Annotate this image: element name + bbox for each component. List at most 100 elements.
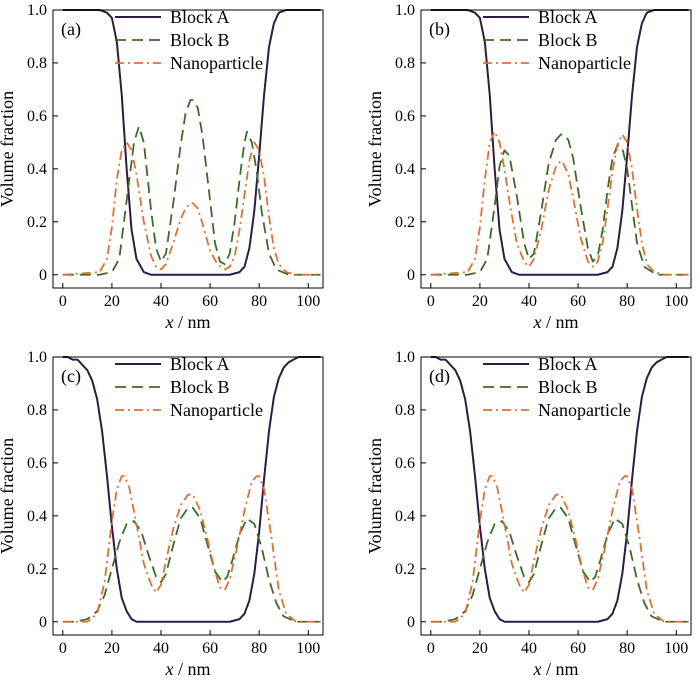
y-tick-label: 1.0 [27, 349, 47, 366]
y-tick-label: 0.8 [27, 55, 47, 72]
y-axis-label: Volume fraction [0, 91, 17, 207]
chart-panel-a: 0 20 40 60 80 100 0 0.2 0.4 0.6 0.8 1.0 x / nm Volume… [0, 2, 324, 332]
legend-label: Block B [170, 30, 230, 50]
x-tick-label: 80 [251, 293, 267, 310]
y-tick-label: 0.2 [27, 561, 47, 578]
x-axis-label: x / nm [532, 312, 578, 332]
plot-frame [420, 356, 692, 636]
y-tick-label: 0.6 [27, 108, 47, 125]
x-axis-label: x / nm [532, 659, 578, 679]
x-tick-label: 0 [59, 640, 67, 657]
series-line-block-a [430, 356, 689, 623]
x-axis-label: x / nm [164, 312, 210, 332]
x-tick-label: 40 [153, 293, 169, 310]
series-line-block-a [430, 9, 689, 276]
legend-label: Block A [170, 7, 230, 27]
x-tick-label: 40 [153, 640, 169, 657]
x-tick-label: 20 [472, 293, 488, 310]
legend-label: Nanoparticle [170, 400, 263, 420]
x-tick-label: 60 [570, 293, 586, 310]
panel-label: (a) [61, 19, 81, 40]
chart-panel-d: 0 20 40 60 80 100 0 0.2 0.4 0.6 0.8 1.0 x / nm Volume… [365, 349, 692, 679]
legend-label: Block B [170, 377, 230, 397]
x-tick-label: 80 [251, 640, 267, 657]
y-tick-label: 0.8 [27, 402, 47, 419]
y-tick-label: 0.4 [395, 508, 415, 525]
x-tick-label: 60 [570, 640, 586, 657]
y-tick-label: 0 [39, 267, 47, 284]
x-tick-label: 60 [202, 640, 218, 657]
legend-label: Nanoparticle [538, 53, 631, 73]
y-tick-label: 0.8 [395, 55, 415, 72]
x-tick-label: 100 [296, 640, 320, 657]
x-tick-label: 60 [202, 293, 218, 310]
chart-panel-c: 0 20 40 60 80 100 0 0.2 0.4 0.6 0.8 1.0 x / nm Volume… [0, 349, 324, 679]
panel-label: (d) [429, 366, 450, 387]
x-tick-label: 80 [619, 640, 635, 657]
y-tick-label: 0.2 [27, 214, 47, 231]
legend-label: Block A [170, 354, 230, 374]
x-tick-label: 100 [664, 640, 688, 657]
series-line-block-a [62, 9, 321, 276]
x-tick-label: 40 [521, 293, 537, 310]
x-tick-label: 20 [104, 293, 120, 310]
y-tick-label: 0.4 [27, 508, 47, 525]
series-line-block-b [62, 507, 321, 623]
y-tick-label: 0.2 [395, 561, 415, 578]
x-tick-label: 100 [664, 293, 688, 310]
series-line-nanoparticle [62, 475, 321, 623]
x-tick-label: 80 [619, 293, 635, 310]
y-tick-label: 0 [407, 267, 415, 284]
series-line-nanoparticle [430, 130, 689, 276]
y-tick-label: 0.8 [395, 402, 415, 419]
x-axis-variable: x [532, 659, 541, 679]
y-axis-label: Volume fraction [0, 438, 17, 554]
chart-panel-b: 0 20 40 60 80 100 0 0.2 0.4 0.6 0.8 1.0 x / nm Volume… [365, 2, 692, 332]
series-line-block-a [62, 356, 321, 623]
series-line-block-b [430, 133, 689, 276]
legend-label: Block B [538, 377, 598, 397]
y-tick-label: 1.0 [27, 2, 47, 19]
x-axis-unit: / nm [541, 659, 578, 679]
x-tick-label: 20 [472, 640, 488, 657]
plot-frame [52, 9, 324, 289]
x-axis-variable: x [164, 659, 173, 679]
legend-label: Block B [538, 30, 598, 50]
y-axis-label: Volume fraction [365, 438, 385, 554]
y-tick-label: 0 [39, 614, 47, 631]
x-axis-variable: x [532, 312, 541, 332]
x-axis-label: x / nm [164, 659, 210, 679]
series-line-block-b [430, 507, 689, 623]
y-tick-label: 0.6 [395, 455, 415, 472]
x-tick-label: 100 [296, 293, 320, 310]
y-tick-label: 0.6 [395, 108, 415, 125]
x-tick-label: 0 [59, 293, 67, 310]
y-axis-label: Volume fraction [365, 91, 385, 207]
legend-label: Nanoparticle [538, 400, 631, 420]
x-tick-label: 0 [427, 640, 435, 657]
panel-label: (b) [429, 19, 450, 40]
y-tick-label: 0 [407, 614, 415, 631]
legend-label: Block A [538, 7, 598, 27]
x-tick-label: 20 [104, 640, 120, 657]
plot-frame [52, 356, 324, 636]
y-tick-label: 1.0 [395, 349, 415, 366]
series-line-nanoparticle [430, 475, 689, 623]
legend-label: Nanoparticle [170, 53, 263, 73]
y-tick-label: 0.4 [27, 161, 47, 178]
x-axis-unit: / nm [173, 312, 210, 332]
x-axis-unit: / nm [541, 312, 578, 332]
x-axis-unit: / nm [173, 659, 210, 679]
panel-label: (c) [61, 366, 81, 387]
legend-label: Block A [538, 354, 598, 374]
y-tick-label: 0.6 [27, 455, 47, 472]
series-line-nanoparticle [62, 141, 321, 276]
plot-frame [420, 9, 692, 289]
x-tick-label: 0 [427, 293, 435, 310]
x-axis-variable: x [164, 312, 173, 332]
series-line-block-b [62, 99, 321, 276]
y-tick-label: 0.2 [395, 214, 415, 231]
y-tick-label: 0.4 [395, 161, 415, 178]
